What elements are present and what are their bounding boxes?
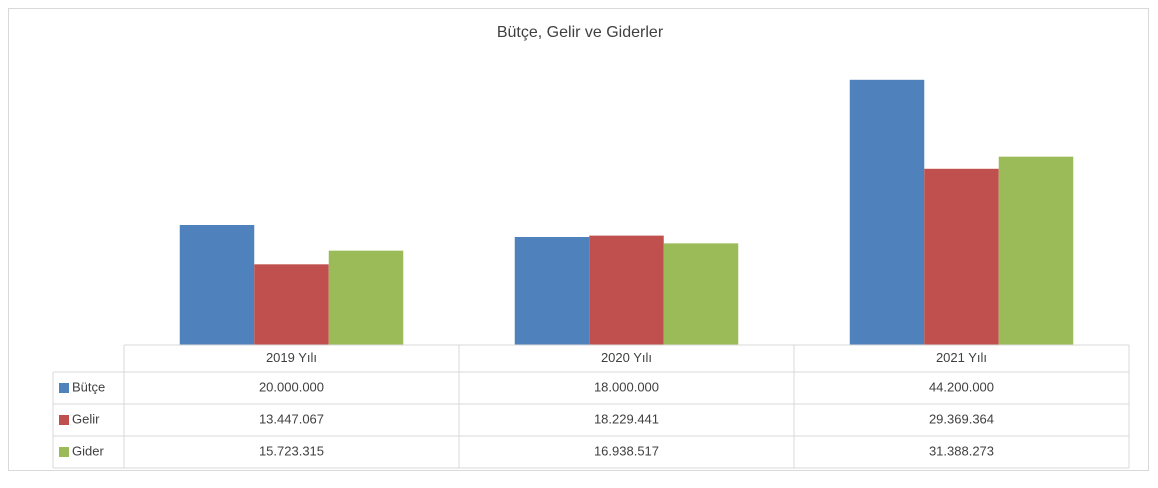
data-label: 18.229.441: [594, 411, 659, 426]
data-label: 44.200.000: [929, 379, 994, 394]
legend-key: [59, 415, 69, 425]
bar: [849, 79, 925, 346]
data-label: 15.723.315: [259, 443, 324, 458]
legend-label: Gider: [72, 443, 104, 458]
data-label: 20.000.000: [259, 379, 324, 394]
x-tick-label: 2021 Yılı: [936, 350, 987, 365]
legend-label: Bütçe: [72, 379, 105, 394]
data-label: 13.447.067: [259, 411, 324, 426]
chart-title: Bütçe, Gelir ve Giderler: [497, 24, 664, 41]
bar: [328, 250, 404, 345]
legend-label: Gelir: [72, 411, 100, 426]
data-label: 18.000.000: [594, 379, 659, 394]
data-label: 29.369.364: [929, 411, 994, 426]
bar: [998, 156, 1074, 345]
bar: [924, 168, 999, 345]
bar: [514, 237, 590, 345]
legend-key: [59, 383, 69, 393]
bar: [663, 243, 739, 345]
bar: [179, 225, 255, 345]
bar: [254, 264, 329, 345]
data-label: 16.938.517: [594, 443, 659, 458]
legend-key: [59, 447, 69, 457]
bar: [589, 235, 664, 345]
x-tick-label: 2020 Yılı: [601, 350, 652, 365]
x-tick-label: 2019 Yılı: [266, 350, 317, 365]
data-label: 31.388.273: [929, 443, 994, 458]
